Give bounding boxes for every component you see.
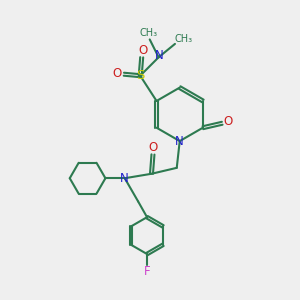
Text: O: O: [224, 115, 233, 128]
Text: O: O: [148, 141, 158, 154]
Text: O: O: [113, 67, 122, 80]
Text: N: N: [155, 49, 164, 62]
Text: S: S: [136, 69, 144, 82]
Text: O: O: [139, 44, 148, 57]
Text: N: N: [120, 172, 128, 185]
Text: F: F: [144, 265, 150, 278]
Text: N: N: [175, 135, 184, 148]
Text: CH₃: CH₃: [139, 28, 157, 38]
Text: CH₃: CH₃: [175, 34, 193, 44]
